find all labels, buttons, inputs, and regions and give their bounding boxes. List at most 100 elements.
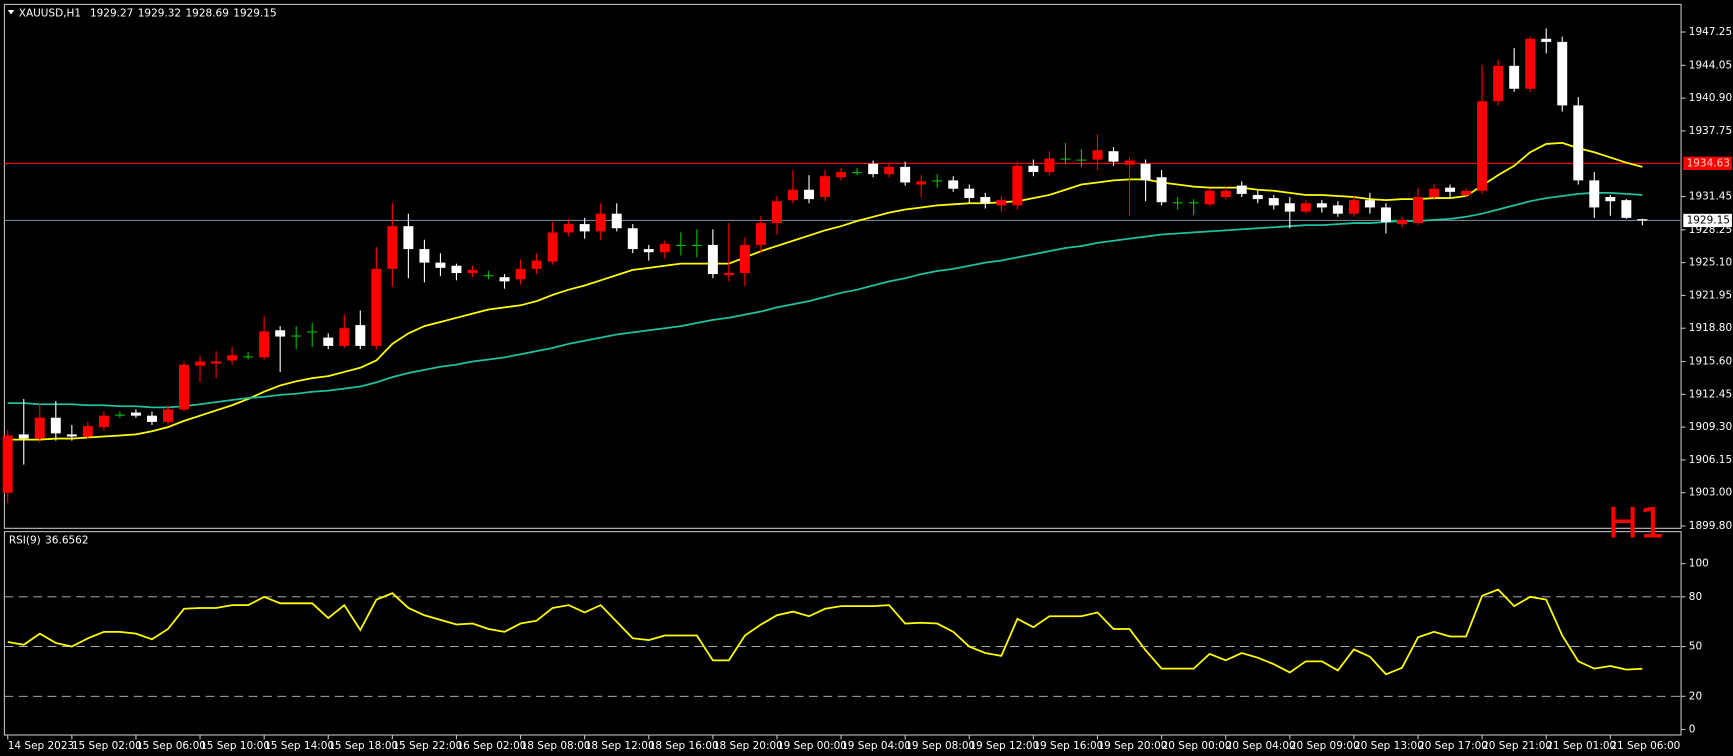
candle-body — [499, 277, 510, 282]
candle-body — [563, 224, 574, 233]
candle-body — [275, 330, 286, 337]
candle-body — [515, 268, 526, 280]
candle-body — [643, 249, 654, 253]
y-tick-label: 1921.95 — [1689, 289, 1732, 301]
candle-body — [1044, 158, 1055, 173]
y-tick-label: 1915.60 — [1689, 356, 1732, 368]
candle-body — [1124, 160, 1135, 165]
x-tick-label: 18 Sep 16:00 — [649, 740, 719, 752]
x-tick-label: 15 Sep 14:00 — [264, 740, 334, 752]
candle-body — [1252, 194, 1263, 200]
y-tick-label: 0 — [1689, 723, 1696, 735]
candle-body — [1204, 190, 1215, 205]
bid-label: 1929.15 — [1687, 214, 1730, 226]
candle-body — [948, 180, 959, 189]
candle-body — [179, 364, 189, 410]
candle-body — [723, 273, 734, 276]
x-tick-label: 20 Sep 00:00 — [1162, 740, 1232, 752]
candle-body — [435, 262, 446, 268]
candle-body — [1092, 150, 1103, 160]
candle-body — [483, 275, 494, 277]
candle-body — [1445, 187, 1456, 192]
candle-body — [163, 409, 173, 422]
candle-body — [1156, 177, 1167, 203]
y-tick-label: 1944.05 — [1689, 59, 1732, 71]
candle-body — [227, 355, 238, 361]
candle-body — [1637, 219, 1648, 221]
candle-body — [1236, 185, 1247, 194]
candle-body — [1172, 202, 1183, 204]
candle-body — [291, 335, 302, 337]
candle-body — [1429, 188, 1440, 198]
x-tick-label: 18 Sep 20:00 — [713, 740, 783, 752]
candle-body — [146, 415, 157, 422]
y-tick-label: 1947.25 — [1689, 26, 1732, 38]
x-tick-label: 20 Sep 13:00 — [1354, 740, 1424, 752]
x-tick-label: 15 Sep 06:00 — [136, 740, 206, 752]
candle-body — [1316, 203, 1327, 208]
candle-body — [755, 223, 766, 245]
hline-label-box — [1683, 156, 1732, 171]
candle-body — [1012, 165, 1023, 206]
candle-body — [916, 181, 927, 185]
x-tick-label: 20 Sep 17:00 — [1418, 740, 1488, 752]
candle-body — [1525, 38, 1536, 89]
candle-body — [1605, 197, 1616, 202]
candle-body — [964, 188, 975, 199]
y-tick-label: 100 — [1689, 558, 1709, 570]
candle-body — [387, 226, 398, 269]
close-value: 1929.15 — [233, 7, 276, 19]
candle-body — [467, 269, 478, 274]
candle-body — [1541, 38, 1552, 42]
x-tick-label: 20 Sep 04:00 — [1226, 740, 1296, 752]
candle-body — [419, 249, 430, 263]
candle-body — [371, 268, 382, 346]
candle-body — [772, 201, 782, 224]
symbol: XAUUSD,H1 — [19, 7, 81, 19]
menu-triangle[interactable] — [7, 9, 15, 15]
open-value: 1929.27 — [90, 7, 133, 19]
candle-body — [259, 331, 270, 358]
y-tick-label: 1912.45 — [1689, 388, 1732, 400]
x-tick-label: 21 Sep 06:00 — [1610, 740, 1680, 752]
candle-body — [339, 328, 350, 346]
y-tick-label: 1931.45 — [1689, 191, 1732, 203]
candle-body — [34, 417, 45, 439]
candle-body — [1621, 200, 1632, 218]
candle-body — [820, 176, 831, 198]
candle-body — [1493, 65, 1504, 102]
candle-body — [579, 224, 590, 232]
candle-body — [1509, 65, 1520, 89]
x-tick-label: 19 Sep 04:00 — [841, 740, 911, 752]
candle-body — [211, 361, 222, 364]
x-tick-label: 19 Sep 08:00 — [905, 740, 975, 752]
x-tick-label: 21 Sep 01:00 — [1546, 740, 1616, 752]
y-tick-label: 1925.10 — [1689, 257, 1732, 269]
rsi-line — [7, 588, 1643, 676]
x-tick-label: 19 Sep 12:00 — [969, 740, 1039, 752]
candle-body — [451, 265, 462, 274]
symbol-header: XAUUSD,H1 1929.27 1929.32 1928.69 1929.15 — [19, 7, 277, 19]
x-tick-label: 19 Sep 16:00 — [1033, 740, 1103, 752]
y-tick-label: 1937.75 — [1689, 125, 1732, 137]
y-tick-label: 80 — [1689, 591, 1702, 603]
x-tick-label: 15 Sep 22:00 — [392, 740, 462, 752]
y-tick-label: 1903.00 — [1689, 487, 1732, 499]
rsi-frame — [3, 531, 1682, 736]
candle-body — [1140, 163, 1151, 181]
candle-body — [18, 434, 29, 439]
candle-body — [307, 331, 318, 333]
candle-body — [1573, 105, 1584, 181]
x-tick-label: 15 Sep 10:00 — [200, 740, 270, 752]
candle-body — [1284, 203, 1295, 212]
moving-average — [7, 191, 1643, 409]
x-tick-label: 18 Sep 08:00 — [521, 740, 591, 752]
candle-body — [1348, 200, 1359, 214]
candle-body — [82, 426, 93, 437]
y-tick-label: 20 — [1689, 690, 1702, 702]
x-tick-label: 20 Sep 09:00 — [1290, 740, 1360, 752]
timeframe-label: H1 — [1607, 499, 1665, 548]
